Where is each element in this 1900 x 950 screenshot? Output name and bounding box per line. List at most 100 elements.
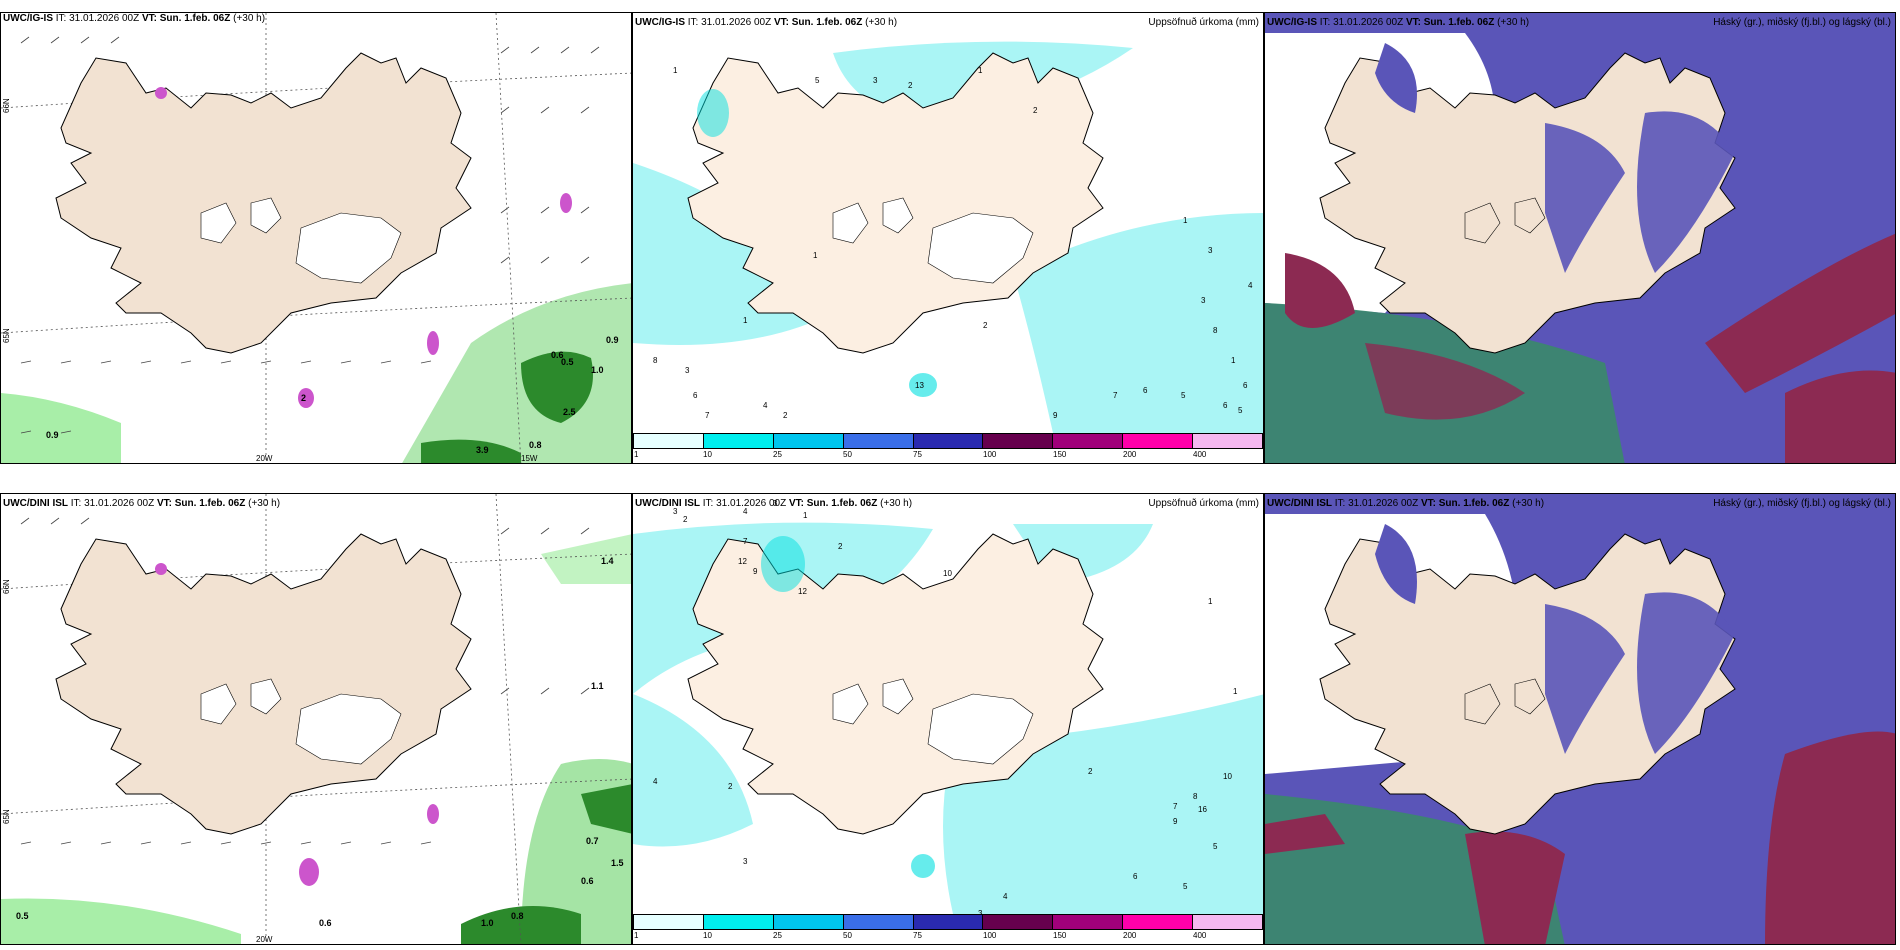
panel-header: UWC/IG-IS IT: 31.01.2026 00Z VT: Sun. 1.… [1267, 17, 1891, 28]
cb-tick: 10 [703, 450, 712, 459]
map-precip-ig: 1 5 3 2 8 3 6 7 1 2 4 1 2 3 6 5 4 3 8 7 … [633, 13, 1263, 463]
colorbar-swatch [983, 915, 1054, 929]
cb-tick: 25 [773, 450, 782, 459]
colorbar-swatch [1123, 915, 1194, 929]
wind-val-8: 1.0 [481, 918, 494, 928]
precip-val: 3 [873, 76, 878, 85]
cb-tick: 75 [913, 931, 922, 940]
lon-20w: 20W [256, 935, 273, 944]
wind-val-7: 3.9 [476, 445, 489, 455]
precip-val: 5 [1238, 406, 1243, 415]
precip-val: 7 [1113, 391, 1118, 400]
lat-66n: 66N [2, 579, 11, 594]
precip-val: 5 [1183, 882, 1188, 891]
precip-val: 6 [1223, 401, 1228, 410]
precip-colorbar [633, 914, 1263, 930]
wind-val-5: 0.9 [606, 335, 619, 345]
cb-tick: 50 [843, 450, 852, 459]
lat-65n: 65N [2, 809, 11, 824]
precip-val: 2 [1033, 106, 1038, 115]
colorbar-swatch [773, 434, 844, 448]
precip-val: 1 [1231, 356, 1236, 365]
precip-val: 2 [783, 411, 788, 420]
colorbar-swatch [634, 915, 704, 929]
cb-tick: 75 [913, 450, 922, 459]
cb-tick: 1 [634, 931, 639, 940]
wind-val-1: 0.5 [16, 911, 29, 921]
wind-val-8: 0.8 [529, 440, 542, 450]
precip-val: 3 [673, 507, 678, 516]
precip-colorbar [633, 433, 1263, 449]
precip-val: 1 [673, 66, 678, 75]
lon-15w: 15W [521, 454, 538, 463]
map-precip-dini: 3 2 4 3 1 7 12 9 12 2 10 4 2 3 8 7 5 6 1… [633, 494, 1263, 944]
map-wind-ig: 0.9 0.6 0.5 1.0 0.9 2.5 3.9 0.8 2 20W 15… [1, 13, 631, 463]
precip-val: 8 [1213, 326, 1218, 335]
wind-val-6: 1.5 [611, 858, 624, 868]
cb-tick: 400 [1193, 450, 1207, 459]
colorbar-swatch [634, 434, 704, 448]
wind-val-4: 1.1 [591, 681, 604, 691]
wind-val-3: 0.5 [561, 357, 574, 367]
wind-val-4: 1.0 [591, 365, 604, 375]
precip-val: 2 [683, 515, 688, 524]
colorbar-swatch [1053, 915, 1124, 929]
map-cloud-ig [1265, 13, 1895, 463]
precip-val: 10 [943, 569, 952, 578]
precip-val: 12 [798, 587, 807, 596]
wind-val-1: 0.9 [46, 430, 59, 440]
precip-val: 13 [915, 381, 924, 390]
colorbar-swatch [843, 915, 914, 929]
wind-val-3: 1.4 [601, 556, 614, 566]
precip-val: 9 [1053, 411, 1058, 420]
precip-val: 1 [803, 511, 808, 520]
cb-tick: 100 [983, 931, 997, 940]
precip-val: 16 [1198, 805, 1207, 814]
precip-val: 3 [978, 909, 983, 918]
colorbar-swatch [773, 915, 844, 929]
precip-val: 1 [978, 66, 983, 75]
precip-val: 7 [705, 411, 710, 420]
precip-val: 6 [693, 391, 698, 400]
wind-val-9: 2 [301, 393, 306, 403]
precip-val: 3 [1201, 296, 1206, 305]
lon-20w: 20W [256, 454, 273, 463]
precip-val: 1 [1183, 216, 1188, 225]
precip-val: 5 [1181, 391, 1186, 400]
precip-val: 9 [1173, 817, 1178, 826]
precip-val: 4 [1248, 281, 1253, 290]
precip-val: 3 [1208, 246, 1213, 255]
wind-val-2: 0.6 [551, 350, 564, 360]
cb-tick: 200 [1123, 931, 1137, 940]
wind-val-5: 0.7 [586, 836, 599, 846]
colorbar-swatch [983, 434, 1054, 448]
cb-tick: 200 [1123, 450, 1137, 459]
cb-tick: 1 [634, 450, 639, 459]
panel-header: UWC/DINI ISL IT: 31.01.2026 00Z VT: Sun.… [3, 498, 281, 509]
precip-val: 1 [743, 316, 748, 325]
colorbar-swatch [913, 434, 984, 448]
precip-val: 9 [753, 567, 758, 576]
colorbar-swatch [913, 915, 984, 929]
map-cloud-dini [1265, 494, 1895, 944]
precip-val: 5 [1213, 842, 1218, 851]
colorbar-swatch [703, 434, 774, 448]
cb-tick: 10 [703, 931, 712, 940]
colorbar-swatch [1123, 434, 1194, 448]
precip-val: 4 [743, 507, 748, 516]
wind-val-6: 2.5 [563, 407, 576, 417]
precip-val: 6 [1243, 381, 1248, 390]
precip-val: 3 [685, 366, 690, 375]
precip-val: 5 [815, 76, 820, 85]
precip-val: 2 [1088, 767, 1093, 776]
precip-val: 4 [1003, 892, 1008, 901]
map-wind-dini: 0.5 0.6 1.4 1.1 0.7 1.5 0.6 1.0 0.8 20W … [1, 494, 631, 944]
precip-val: 6 [1143, 386, 1148, 395]
colorbar-swatch [1193, 915, 1263, 929]
panel-header: UWC/DINI ISL IT: 31.01.2026 00Z VT: Sun.… [635, 498, 1259, 509]
precip-val: 10 [1223, 772, 1232, 781]
colorbar-swatch [843, 434, 914, 448]
colorbar-swatch [703, 915, 774, 929]
wind-val-7: 0.6 [581, 876, 594, 886]
panel-header: UWC/DINI ISL IT: 31.01.2026 00Z VT: Sun.… [1267, 498, 1891, 509]
